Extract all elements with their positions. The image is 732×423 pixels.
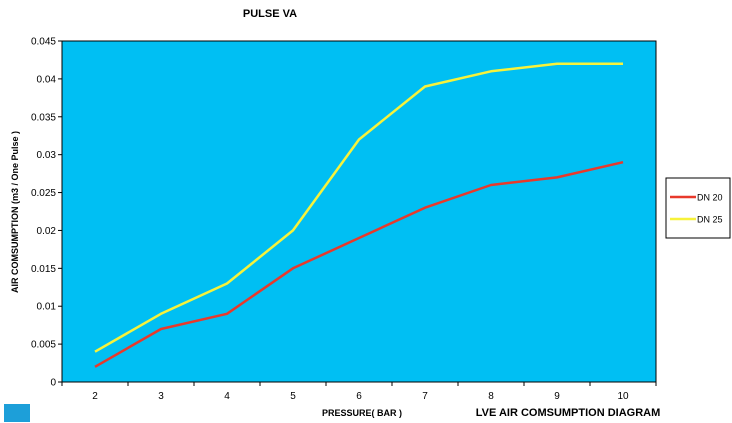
y-tick-label: 0.005 [31, 340, 56, 351]
legend-label: DN 20 [697, 193, 723, 203]
y-tick-label: 0.03 [37, 150, 57, 161]
x-tick-label: 8 [488, 391, 494, 402]
legend-box [665, 177, 731, 239]
y-tick-label: 0.02 [37, 226, 57, 237]
x-axis: 2 3 4 5 6 7 8 9 10 [61, 382, 657, 402]
y-tick-label: 0.035 [31, 112, 56, 123]
corner-swatch [4, 404, 30, 422]
plot-area [61, 40, 657, 383]
x-tick-label: 4 [224, 391, 230, 402]
series-line-dn-20 [94, 160, 624, 368]
y-tick-label: 0.045 [31, 37, 56, 48]
x-tick-label: 5 [290, 391, 296, 402]
y-tick-label: 0.01 [37, 302, 57, 313]
series-lines [94, 62, 624, 368]
chart-title: PULSE VA [243, 8, 297, 20]
y-axis: 0 0.005 0.01 0.015 0.02 0.025 0.03 0.035 0.04 0.0… [31, 37, 62, 389]
x-tick-label: 10 [617, 391, 629, 402]
x-tick-label: 7 [422, 391, 428, 402]
series-line-dn-25 [94, 62, 623, 353]
chart-caption: LVE AIR COMSUMPTION DIAGRAM [476, 407, 661, 419]
x-tick-label: 9 [554, 391, 560, 402]
y-tick-label: 0.025 [31, 188, 56, 199]
y-tick-label: 0.015 [31, 264, 56, 275]
x-tick-label: 3 [158, 391, 164, 402]
legend: DN 20 DN 25 [665, 177, 731, 239]
x-tick-label: 6 [356, 391, 362, 402]
x-tick-label: 2 [92, 391, 98, 402]
y-axis-label: AIR COMSUMPTION (m3 / One Pulse ) [10, 131, 20, 293]
y-tick-label: 0 [50, 378, 56, 389]
legend-label: DN 25 [697, 215, 723, 225]
x-axis-label: PRESSURE( BAR ) [322, 408, 402, 418]
y-tick-label: 0.04 [37, 74, 57, 85]
